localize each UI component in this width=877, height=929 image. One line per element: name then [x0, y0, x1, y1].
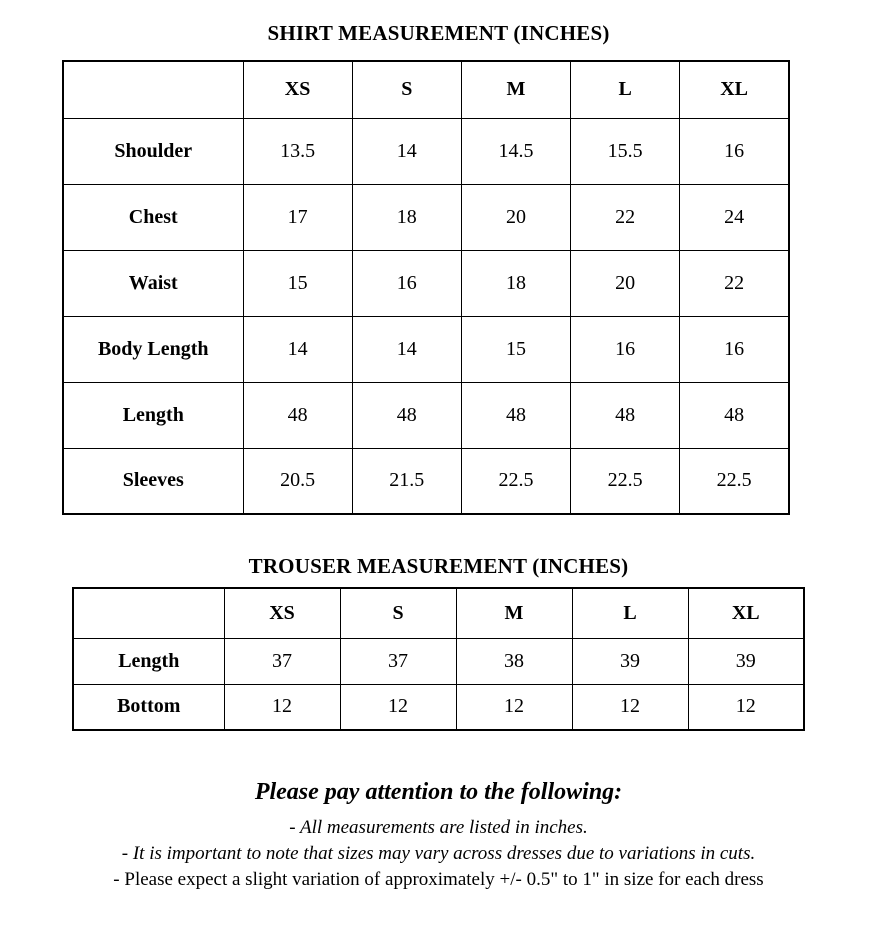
measurement-row: Body Length 14 14 15 16 16 — [62, 315, 790, 383]
measurement-cell: 21.5 — [351, 447, 462, 515]
row-label: Shoulder — [62, 117, 244, 185]
measurement-row: Bottom 12 12 12 12 12 — [72, 683, 805, 731]
measurement-cell: 20.5 — [242, 447, 353, 515]
measurement-cell: 16 — [679, 117, 790, 185]
measurement-cell: 12 — [223, 683, 341, 731]
size-header-row: XS S M L XL — [62, 60, 790, 119]
measurement-cell: 17 — [242, 183, 353, 251]
measurement-cell: 14 — [351, 117, 462, 185]
measurement-cell: 14.5 — [460, 117, 572, 185]
note-item: - It is important to note that sizes may… — [121, 843, 756, 864]
row-label: Chest — [62, 183, 244, 251]
size-column-header: XS — [223, 587, 341, 639]
size-column-header: M — [460, 60, 572, 119]
corner-cell — [62, 60, 244, 119]
measurement-cell: 18 — [351, 183, 462, 251]
row-label: Sleeves — [62, 447, 244, 515]
measurement-cell: 14 — [242, 315, 353, 383]
measurement-cell: 18 — [460, 249, 572, 317]
row-label: Body Length — [62, 315, 244, 383]
note-item: - All measurements are listed in inches. — [289, 817, 588, 838]
measurement-row: Sleeves 20.5 21.5 22.5 22.5 22.5 — [62, 447, 790, 515]
measurement-row: Chest 17 18 20 22 24 — [62, 183, 790, 251]
measurement-cell: 39 — [687, 637, 805, 685]
row-label: Length — [72, 637, 225, 685]
notes-heading: Please pay attention to the following: — [254, 779, 623, 805]
shirt-table-title: SHIRT MEASUREMENT (INCHES) — [267, 21, 610, 45]
corner-cell — [72, 587, 225, 639]
measurement-cell: 12 — [571, 683, 689, 731]
size-column-header: L — [571, 587, 689, 639]
size-column-header: M — [455, 587, 573, 639]
measurement-cell: 15 — [242, 249, 353, 317]
row-label: Length — [62, 381, 244, 449]
trouser-table-title: TROUSER MEASUREMENT (INCHES) — [248, 554, 629, 578]
size-column-header: L — [570, 60, 681, 119]
measurement-cell: 20 — [570, 249, 681, 317]
row-label: Waist — [62, 249, 244, 317]
notes-list: - All measurements are listed in inches.… — [55, 815, 823, 893]
measurement-cell: 22.5 — [460, 447, 572, 515]
size-header-row: XS S M L XL — [72, 587, 805, 639]
measurement-row: Length 37 37 38 39 39 — [72, 637, 805, 685]
note-item: - Please expect a slight variation of ap… — [113, 869, 764, 890]
measurement-cell: 38 — [455, 637, 573, 685]
shirt-table: XS S M L XL Shoulder 13.5 14 14.5 15.5 16 Chest 17 18… — [62, 60, 790, 515]
measurement-cell: 24 — [679, 183, 790, 251]
measurement-cell: 13.5 — [242, 117, 353, 185]
measurement-cell: 12 — [339, 683, 457, 731]
measurement-cell: 22.5 — [679, 447, 790, 515]
size-column-header: XL — [687, 587, 805, 639]
measurement-cell: 16 — [351, 249, 462, 317]
measurement-cell: 15 — [460, 315, 572, 383]
measurement-cell: 22.5 — [570, 447, 681, 515]
measurement-cell: 20 — [460, 183, 572, 251]
measurement-cell: 37 — [339, 637, 457, 685]
measurement-cell: 16 — [679, 315, 790, 383]
trouser-table: XS S M L XL Length 37 37 38 39 39 Bottom 12 12 12 12 12 — [72, 587, 805, 731]
measurement-cell: 12 — [687, 683, 805, 731]
size-column-header: XS — [242, 60, 353, 119]
size-column-header: S — [339, 587, 457, 639]
measurement-cell: 48 — [351, 381, 462, 449]
size-column-header: XL — [679, 60, 790, 119]
measurement-cell: 39 — [571, 637, 689, 685]
notes-section: Please pay attention to the following: -… — [0, 777, 877, 893]
measurement-row: Waist 15 16 18 20 22 — [62, 249, 790, 317]
measurement-cell: 12 — [455, 683, 573, 731]
measurement-row: Shoulder 13.5 14 14.5 15.5 16 — [62, 117, 790, 185]
measurement-cell: 37 — [223, 637, 341, 685]
measurement-cell: 48 — [460, 381, 572, 449]
measurement-cell: 48 — [570, 381, 681, 449]
measurement-row: Length 48 48 48 48 48 — [62, 381, 790, 449]
row-label: Bottom — [72, 683, 225, 731]
measurement-cell: 14 — [351, 315, 462, 383]
measurement-cell: 22 — [679, 249, 790, 317]
size-column-header: S — [351, 60, 462, 119]
measurement-cell: 22 — [570, 183, 681, 251]
measurement-cell: 48 — [242, 381, 353, 449]
measurement-cell: 48 — [679, 381, 790, 449]
measurement-cell: 15.5 — [570, 117, 681, 185]
measurement-cell: 16 — [570, 315, 681, 383]
